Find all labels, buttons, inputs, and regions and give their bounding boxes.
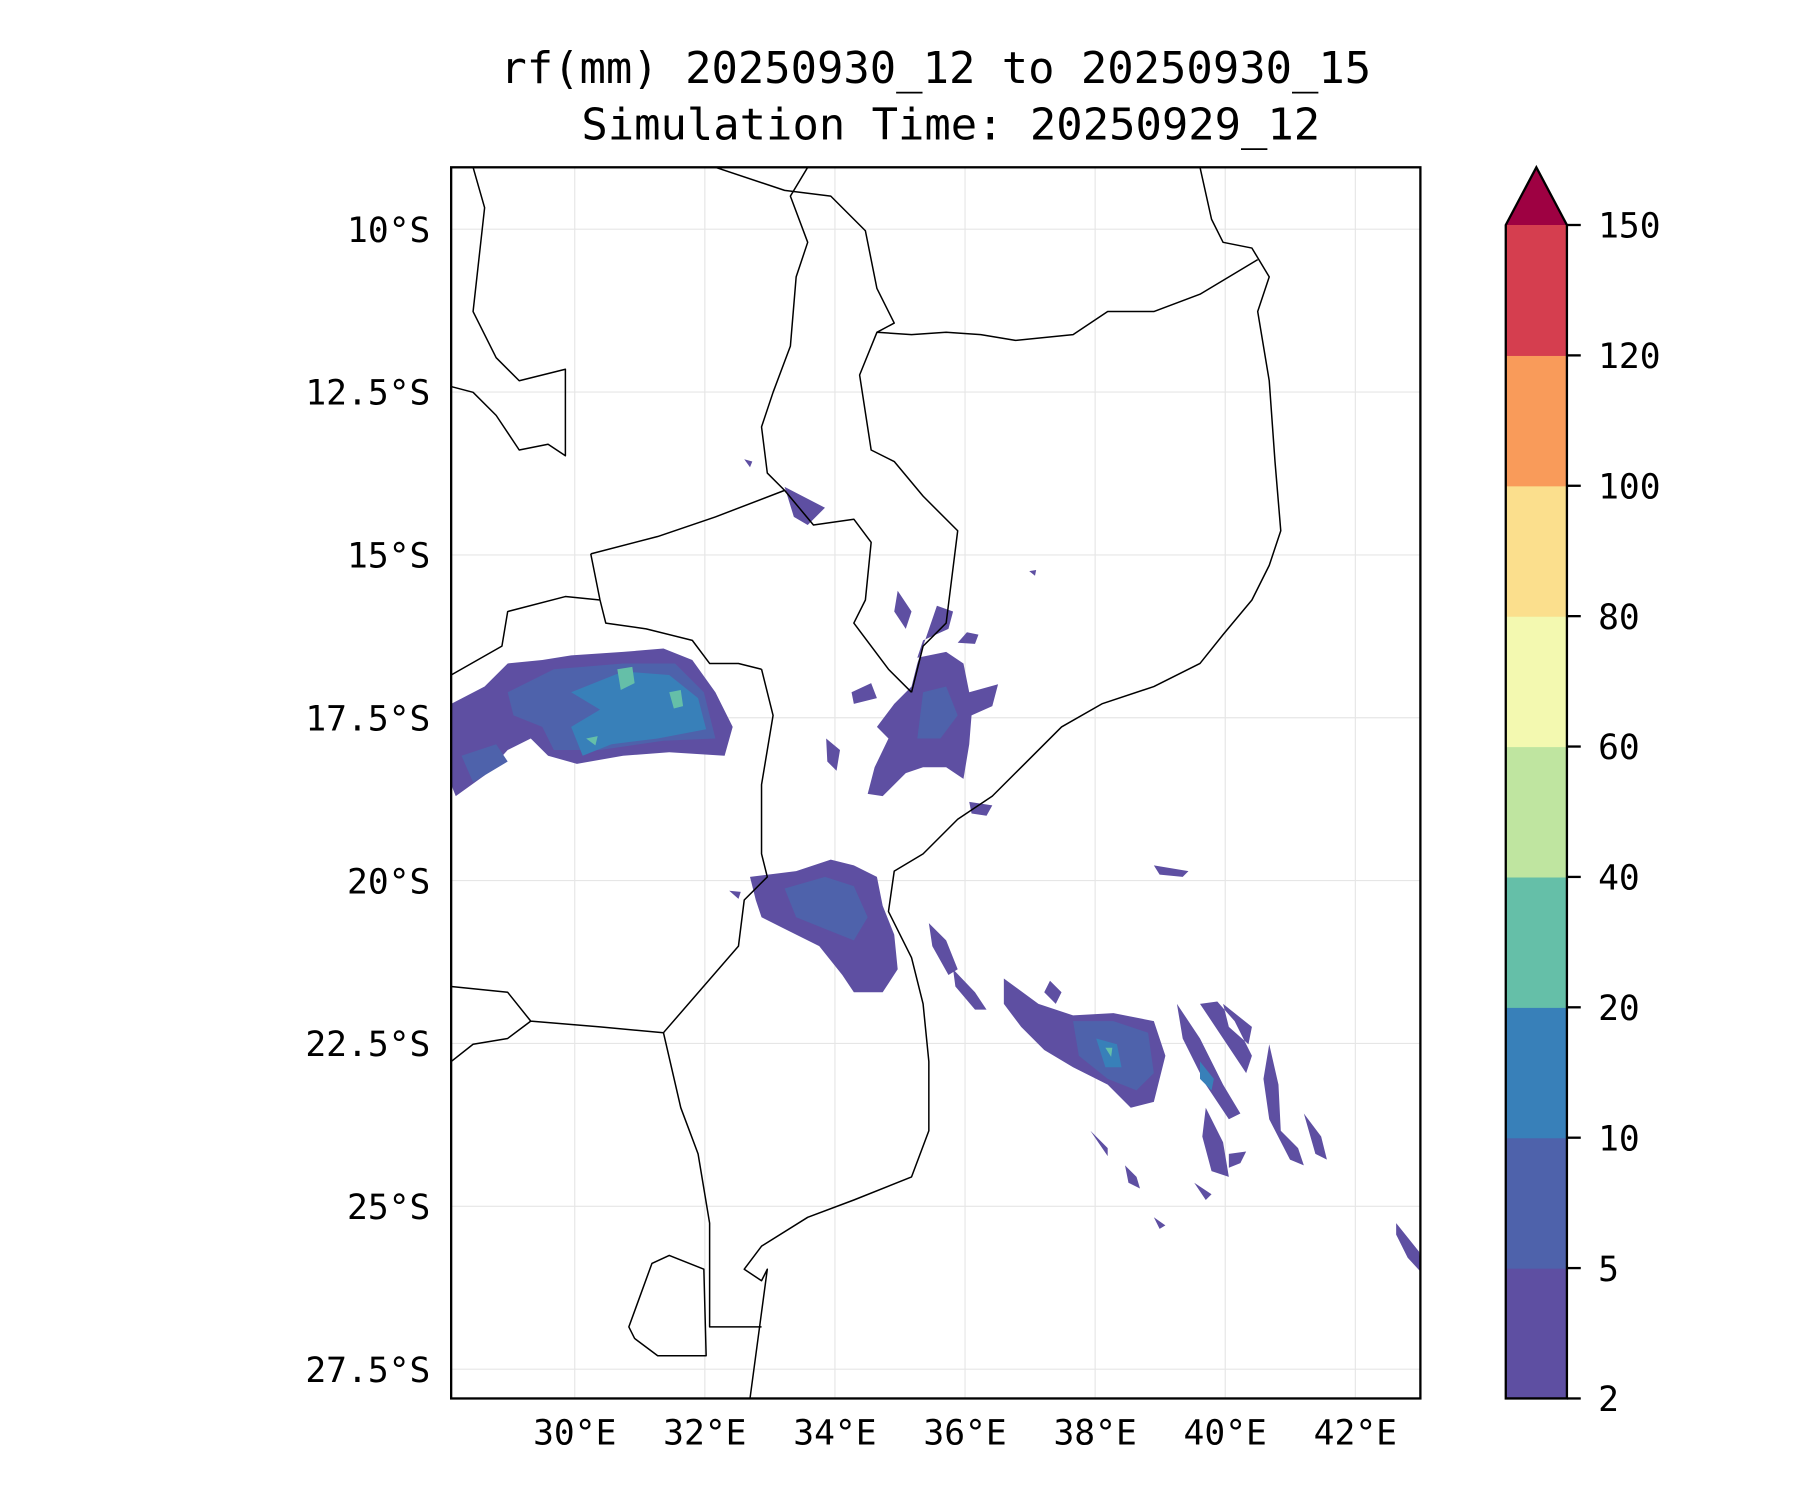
rainfall-contours	[451, 459, 1421, 1272]
y-tick-label: 12.5°S	[305, 374, 430, 414]
colorbar-outline	[1504, 164, 1569, 1400]
colorbar-tick-label: 2	[1598, 1380, 1619, 1420]
rain-2-5	[744, 459, 1037, 797]
border-zimbabwe-north	[451, 553, 762, 676]
y-tick-label: 20°S	[347, 862, 430, 902]
rain-2-5	[729, 801, 993, 993]
colorbar-tick-label: 60	[1598, 728, 1640, 768]
y-tick-label: 27.5°S	[305, 1351, 430, 1391]
rain-20-40	[586, 666, 684, 746]
gridlines	[451, 167, 1421, 1399]
x-tick-label: 32°E	[663, 1414, 746, 1454]
coastline	[743, 167, 1282, 1399]
y-tick-label: 17.5°S	[305, 699, 430, 739]
chart-title-line1: rf(mm) 20250930_12 to 20250930_15	[500, 43, 1371, 94]
rain-2-5	[928, 865, 1421, 1272]
colorbar-tick-label: 5	[1598, 1250, 1619, 1290]
colorbar-tick-label: 120	[1598, 337, 1661, 377]
x-tick-label: 38°E	[1053, 1414, 1136, 1454]
y-tick-label: 25°S	[347, 1188, 430, 1228]
map-area	[451, 167, 1421, 1399]
border-zambia-mozambique	[590, 489, 913, 693]
y-tick-label: 15°S	[347, 537, 430, 577]
border-eswatini	[628, 1254, 707, 1357]
rain-5-10	[917, 686, 958, 739]
colorbar-tick-label: 100	[1598, 467, 1661, 507]
colorbar-segment	[1505, 1137, 1567, 1269]
colorbar-segment	[1505, 876, 1567, 1008]
border-malawi-west	[715, 167, 895, 491]
colorbar-segment	[1505, 1007, 1567, 1139]
x-tick-label: 40°E	[1184, 1414, 1267, 1454]
colorbar-tick-label: 150	[1598, 207, 1661, 247]
x-tick-label: 34°E	[793, 1414, 876, 1454]
colorbar-segment	[1505, 485, 1567, 617]
colorbar: 2 5 10 20 40 60 80 100 120 150	[1504, 164, 1661, 1420]
y-tick-label: 10°S	[347, 211, 430, 251]
colorbar-segment	[1505, 225, 1567, 356]
colorbar-segment	[1505, 1268, 1567, 1400]
x-tick-label: 30°E	[533, 1414, 616, 1454]
x-tick-label: 36°E	[923, 1414, 1006, 1454]
rain-10-20	[1096, 1038, 1214, 1091]
colorbar-segment	[1505, 355, 1567, 487]
plot-frame	[450, 166, 1422, 1400]
border-drc-zambia	[451, 167, 567, 457]
coastlines-and-borders	[451, 167, 1282, 1399]
colorbar-tick-label: 80	[1598, 598, 1640, 638]
y-tick-label: 22.5°S	[305, 1025, 430, 1065]
colorbar-extend-arrow	[1505, 167, 1567, 225]
y-axis-ticks: 10°S 12.5°S 15°S 17.5°S 20°S 22.5°S 25°S 27.5°S	[305, 211, 430, 1391]
colorbar-segment	[1505, 746, 1567, 878]
colorbar-tick-label: 10	[1598, 1119, 1640, 1159]
colorbar-segment	[1505, 616, 1567, 748]
rain-5-10	[784, 876, 868, 941]
rain-20-40	[1105, 1047, 1113, 1057]
colorbar-tick-label: 40	[1598, 859, 1640, 899]
border-southafrica-mozambique	[662, 1032, 762, 1328]
border-tanzania-mozambique	[858, 258, 1259, 693]
x-axis-ticks: 30°E 32°E 34°E 36°E 38°E 40°E 42°E	[533, 1414, 1397, 1454]
border-zimbabwe-south	[451, 985, 664, 1063]
border-zimbabwe-mozambique	[662, 669, 774, 1034]
x-tick-label: 42°E	[1314, 1414, 1397, 1454]
colorbar-tick-label: 20	[1598, 989, 1640, 1029]
chart-title-line2: Simulation Time: 20250929_12	[581, 100, 1320, 151]
